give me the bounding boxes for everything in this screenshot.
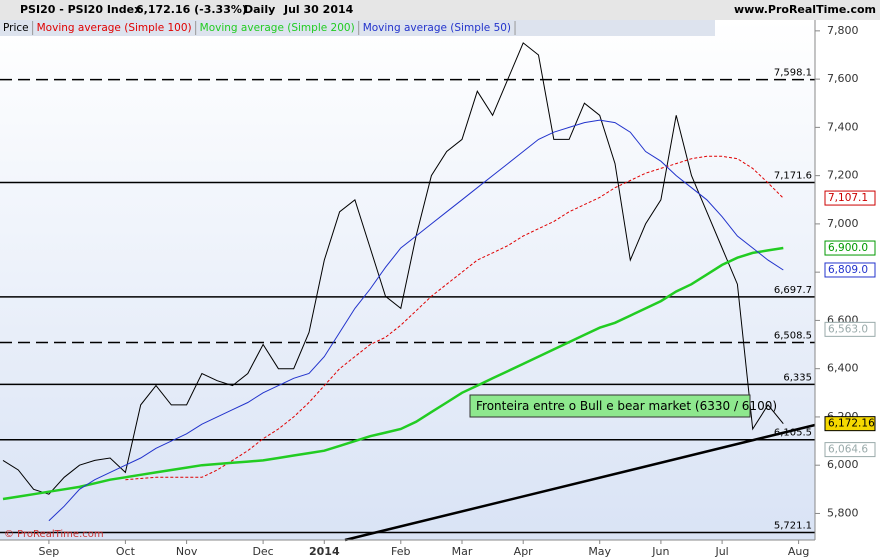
legend-entry: Moving average (Simple 200) (200, 22, 355, 34)
watermark: © ProRealTime.com (4, 529, 104, 540)
price-tag-label: 6,809.0 (828, 264, 868, 276)
price-tag (824, 190, 876, 206)
legend-entry: Moving average (Simple 50) (363, 22, 511, 34)
x-tick-label: Nov (176, 545, 198, 558)
annotation: Fronteira entre o Bull e bear market (63… (476, 399, 777, 413)
x-tick-label: Mar (452, 545, 473, 558)
legend-entry: Price (3, 22, 29, 34)
y-tick-label: 6,400 (827, 362, 859, 375)
x-tick-label: Dec (252, 545, 273, 558)
price-tag-label: 6,563.0 (828, 323, 868, 335)
site: www.ProRealTime.com (734, 3, 876, 16)
level-label: 6,335 (783, 372, 812, 383)
x-tick-label: May (588, 545, 611, 558)
price-tag-label: 7,107.1 (828, 192, 868, 204)
price-tag-label: 6,064.6 (828, 444, 868, 456)
legend-bar (0, 20, 715, 36)
level-label: 6,697.7 (774, 285, 812, 296)
price-tag-label: 6,900.0 (828, 242, 868, 254)
plot-area (0, 20, 815, 540)
price-tag (824, 262, 876, 278)
x-tick-label: Feb (391, 545, 410, 558)
price-tag (824, 321, 876, 337)
level-label: 5,721.1 (774, 520, 812, 531)
series-line (125, 155, 784, 481)
quote: 6,172.16 (-3.33%) (136, 3, 247, 16)
level-label: 6,508.5 (774, 330, 812, 341)
level-label: 7,598.1 (774, 68, 812, 79)
price-tag (824, 416, 876, 432)
y-tick-label: 7,000 (827, 217, 859, 230)
date: Jul 30 2014 (283, 3, 354, 16)
y-tick-label: 7,400 (827, 120, 859, 133)
y-tick-label: 5,800 (827, 506, 859, 519)
series-line (48, 119, 784, 522)
y-tick-label: 7,800 (827, 24, 859, 37)
level-label: 7,171.6 (774, 170, 812, 181)
y-tick-label: 6,000 (827, 458, 859, 471)
series-line (2, 42, 784, 495)
y-tick-label: 7,200 (827, 169, 859, 182)
price-tag-label: 6,172.16 (828, 418, 875, 430)
price-tag (824, 442, 876, 458)
annotation-box (469, 394, 751, 418)
legend-entry: Moving average (Simple 100) (37, 22, 192, 34)
x-tick-label: 2014 (309, 545, 340, 558)
x-tick-label: Apr (514, 545, 534, 558)
plot (0, 42, 815, 534)
price-tag (824, 240, 876, 256)
header-bar (0, 0, 880, 20)
x-tick-label: Oct (116, 545, 136, 558)
x-tick-label: Sep (39, 545, 60, 558)
x-tick-label: Jul (714, 545, 728, 558)
series-line (2, 246, 784, 501)
y-tick-label: 7,600 (827, 72, 859, 85)
x-tick-label: Aug (788, 545, 809, 558)
period: Daily (244, 3, 275, 16)
symbol: PSI20 - PSI20 Index (20, 3, 141, 16)
x-tick-label: Jun (651, 545, 669, 558)
level-label: 6,105.5 (774, 428, 812, 439)
trendline (344, 423, 816, 542)
